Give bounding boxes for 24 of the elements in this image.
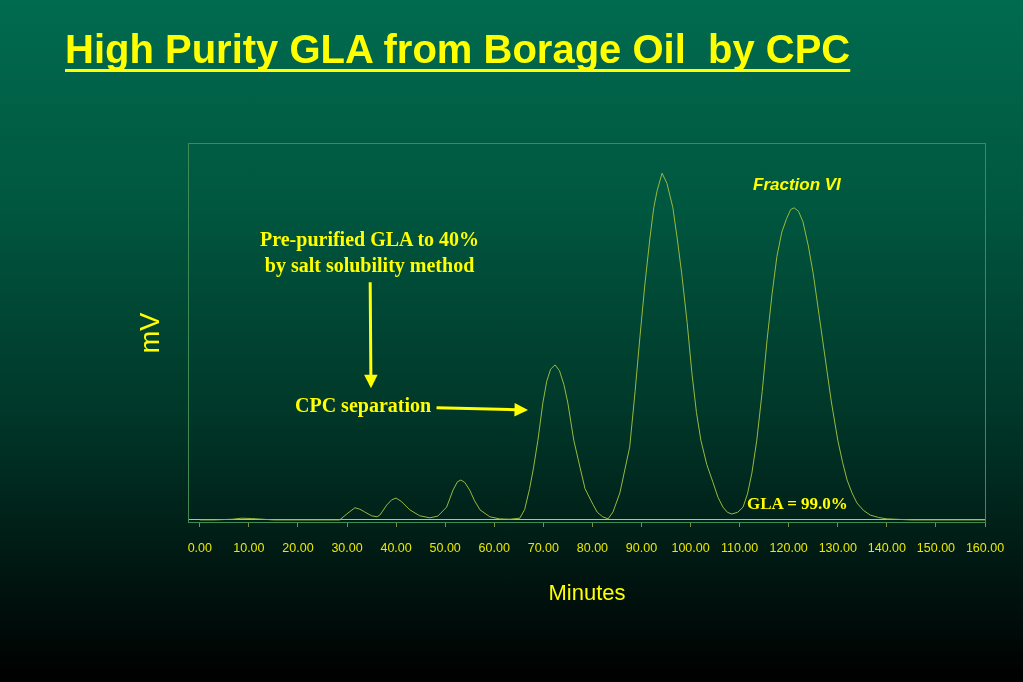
x-tick-label: 80.00: [576, 541, 609, 555]
x-axis-title: Minutes: [548, 579, 626, 605]
annotation: CPC separation: [295, 394, 432, 417]
annotation: Fraction VI: [753, 175, 843, 194]
x-tick-label: 120.00: [769, 541, 808, 555]
x-tick-label: 140.00: [867, 541, 907, 555]
y-axis-title: mV: [135, 312, 166, 354]
x-tick-label: 30.00: [331, 541, 363, 555]
x-tick-label: 60.00: [478, 541, 510, 555]
x-tick-label: 0.00: [187, 541, 212, 555]
x-tick-label: 100.00: [671, 541, 710, 555]
x-tick-label: 160.00: [965, 541, 1005, 555]
annotation: GLA = 99.0%: [747, 494, 848, 513]
x-tick-label: 90.00: [625, 541, 658, 555]
x-tick-label: 110.00: [720, 541, 759, 555]
x-tick-label: 50.00: [429, 541, 461, 555]
x-tick-label: 10.00: [233, 541, 265, 555]
x-tick-label: 20.00: [282, 541, 314, 555]
x-tick-label: 150.00: [916, 541, 956, 555]
x-tick-label: 130.00: [818, 541, 857, 555]
x-tick-label: 70.00: [527, 541, 560, 555]
chart-title: High Purity GLA from Borage Oil by CPC: [65, 27, 851, 72]
x-tick-label: 40.00: [380, 541, 412, 555]
annotation: Pre-purified GLA to 40% by salt solubility method: [260, 228, 480, 277]
